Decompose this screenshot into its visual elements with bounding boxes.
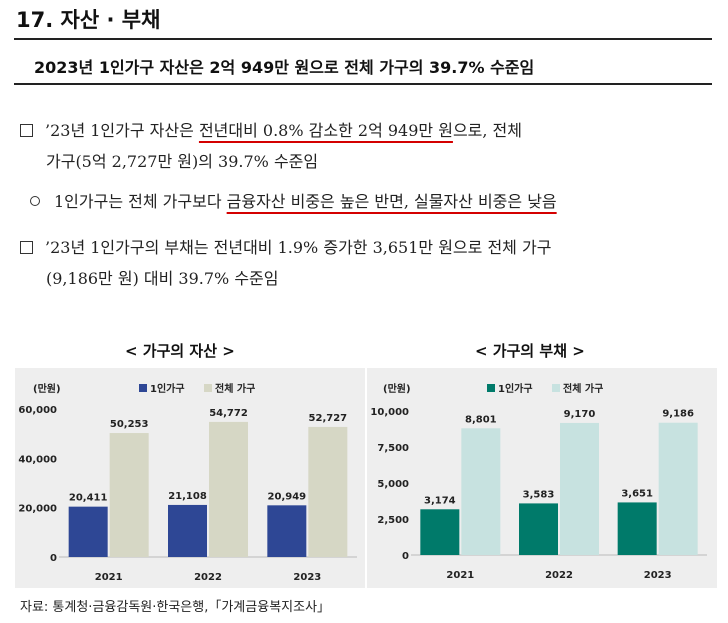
- x-tick-label: 2022: [194, 572, 222, 583]
- bar-0-2023: [267, 505, 307, 557]
- legend-label-0: 1인가구: [150, 382, 185, 395]
- source-note: 자료: 통계청·금융감독원·한국은행,「가계금융복지조사」: [20, 600, 331, 615]
- y-tick-label: 2,500: [377, 515, 409, 526]
- paragraph-2: 1인가구는 전체 가구보다 금융자산 비중은 높은 반면, 실물자산 비중은 낮…: [30, 186, 557, 217]
- data-label: 52,727: [309, 413, 348, 424]
- bar-1-2021: [109, 433, 149, 557]
- bar-0-2022: [168, 504, 207, 557]
- y-tick-label: 10,000: [370, 407, 409, 418]
- bar-0-2021: [420, 509, 460, 555]
- section-title: 17. 자산 · 부채: [16, 8, 161, 32]
- data-label: 20,411: [69, 493, 108, 504]
- data-label: 9,186: [662, 409, 694, 420]
- checkbox-bullet-icon: [20, 241, 33, 254]
- y-tick-label: 60,000: [18, 405, 57, 416]
- p1-highlight: 전년대비 0.8% 감소한 2억 949만 원: [198, 121, 453, 140]
- data-label: 9,170: [564, 409, 596, 420]
- p2-text-a: 1인가구는 전체 가구보다: [54, 192, 227, 211]
- legend-swatch-1: [552, 384, 560, 392]
- bar-0-2023: [617, 502, 657, 555]
- legend-swatch-0: [139, 384, 147, 392]
- y-tick-label: 20,000: [18, 504, 57, 515]
- legend-label-1: 전체 가구: [563, 382, 603, 395]
- asset-chart: (만원) 1인가구 전체 가구 0 20,000 40,000 60,000 2021 20,4…: [18, 382, 357, 583]
- data-label: 3,651: [621, 488, 653, 499]
- p1-text-b: 으로, 전체: [452, 121, 522, 140]
- data-label: 20,949: [268, 491, 307, 502]
- y-tick-label: 0: [50, 553, 57, 564]
- x-tick-label: 2021: [95, 572, 123, 583]
- legend-swatch-1: [204, 384, 212, 392]
- y-tick-label: 40,000: [18, 454, 57, 465]
- bar-1-2023: [308, 426, 348, 557]
- bar-1-2022: [560, 422, 599, 555]
- bar-0-2021: [68, 506, 108, 557]
- x-tick-label: 2022: [545, 570, 573, 581]
- bar-0-2022: [519, 503, 558, 555]
- p1-text-a: ’23년 1인가구 자산은: [45, 121, 199, 140]
- y-tick-label: 5,000: [377, 479, 409, 490]
- data-label: 50,253: [110, 419, 149, 430]
- data-label: 3,583: [523, 489, 555, 500]
- x-tick-label: 2023: [644, 570, 672, 581]
- subtitle: 2023년 1인가구 자산은 2억 949만 원으로 전체 가구의 39.7% …: [34, 58, 535, 77]
- bar-1-2022: [209, 421, 248, 557]
- bar-1-2023: [658, 422, 698, 555]
- debt-chart: (만원) 1인가구 전체 가구 0 2,500 5,000 7,500 10,000 2021 3…: [370, 382, 707, 581]
- paragraph-1-line2: 가구(5억 2,727만 원)의 39.7% 수준임: [46, 152, 319, 171]
- debt-chart-title: < 가구의 부채 >: [475, 342, 585, 360]
- paragraph-3-line2: (9,186만 원) 대비 39.7% 수준임: [46, 269, 279, 288]
- legend-label-0: 1인가구: [498, 382, 533, 395]
- x-tick-label: 2023: [293, 572, 321, 583]
- asset-chart-title: < 가구의 자산 >: [125, 342, 235, 360]
- p3-text-line1: ’23년 1인가구의 부채는 전년대비 1.9% 증가한 3,651만 원으로 …: [45, 238, 552, 257]
- legend-label-1: 전체 가구: [215, 382, 255, 395]
- data-label: 8,801: [465, 414, 497, 425]
- y-tick-label: 0: [402, 551, 409, 562]
- subtitle-box: 2023년 1인가구 자산은 2억 949만 원으로 전체 가구의 39.7% …: [14, 43, 712, 85]
- x-tick-label: 2021: [446, 570, 474, 581]
- y-tick-label: 7,500: [377, 443, 409, 454]
- paragraph-1: ’23년 1인가구 자산은 전년대비 0.8% 감소한 2억 949만 원으로,…: [20, 115, 522, 146]
- data-label: 54,772: [209, 408, 248, 419]
- bar-1-2021: [461, 428, 501, 555]
- y-axis-unit-label: (만원): [383, 382, 411, 395]
- legend-swatch-0: [487, 384, 495, 392]
- p2-highlight: 금융자산 비중은 높은 반면, 실물자산 비중은 낮음: [226, 192, 557, 211]
- circle-bullet-icon: [30, 196, 40, 206]
- checkbox-bullet-icon: [20, 124, 33, 137]
- section-rule: [14, 38, 712, 40]
- data-label: 21,108: [168, 491, 207, 502]
- y-axis-unit-label: (만원): [33, 382, 61, 395]
- data-label: 3,174: [424, 495, 456, 506]
- paragraph-3: ’23년 1인가구의 부채는 전년대비 1.9% 증가한 3,651만 원으로 …: [20, 232, 551, 263]
